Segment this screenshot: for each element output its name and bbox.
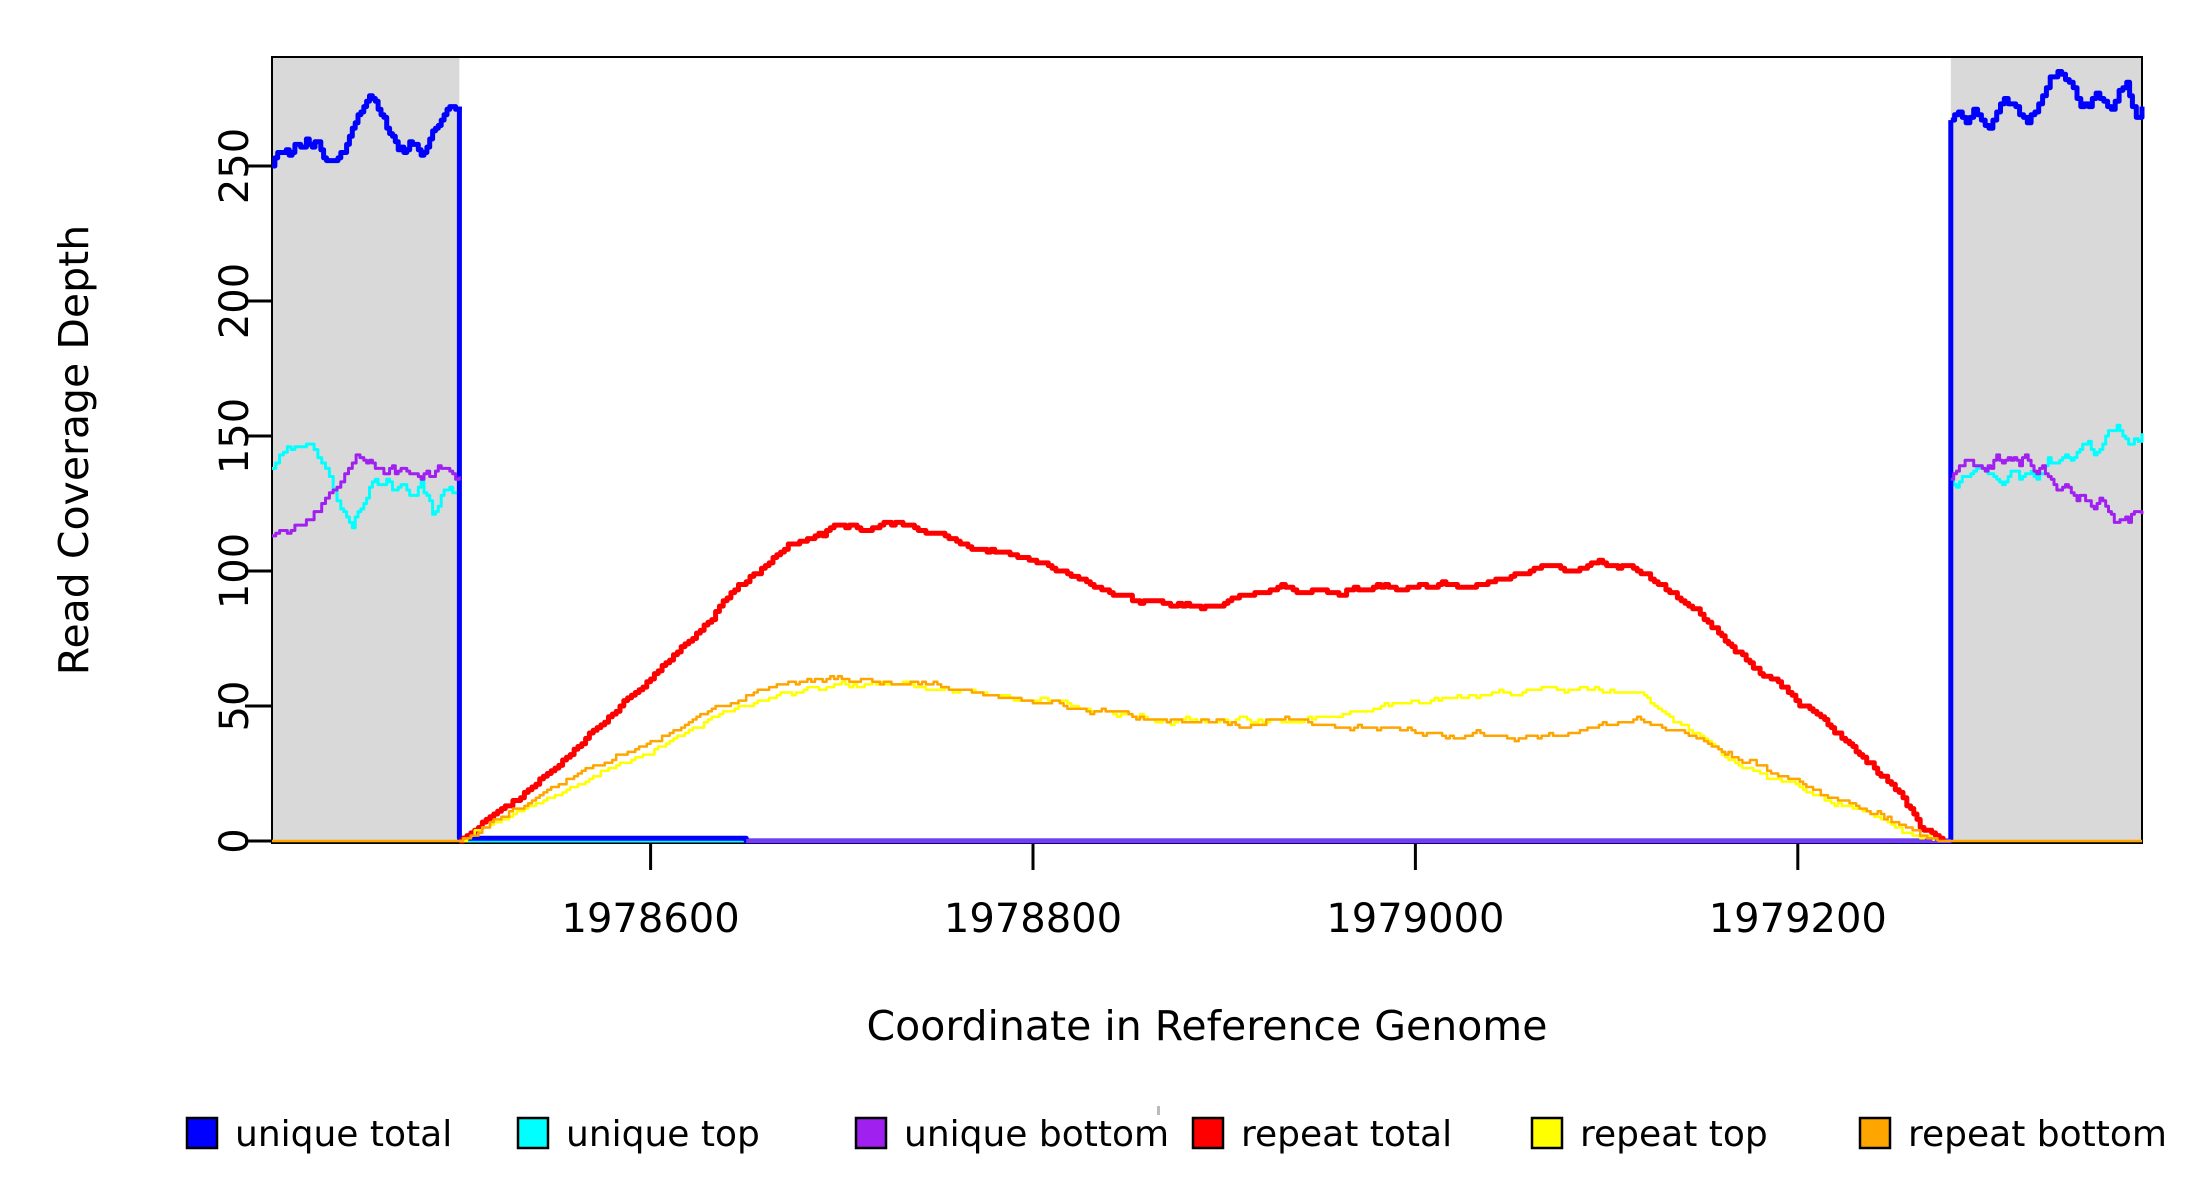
series-line — [459, 675, 1939, 843]
legend-label: unique top — [566, 1114, 760, 1155]
legend-swatch — [516, 1116, 550, 1150]
y-tick-label: 0 — [212, 828, 258, 853]
x-axis-title: Coordinate in Reference Genome — [867, 1002, 1548, 1050]
legend-swatch — [1858, 1116, 1892, 1150]
y-tick-label: 100 — [212, 533, 258, 609]
x-tick-label: 1979200 — [1709, 896, 1887, 942]
series-unique-bottom — [272, 453, 2144, 843]
legend-swatch — [854, 1116, 888, 1150]
y-axis-title: Read Coverage Depth — [50, 225, 98, 675]
series-line — [1950, 69, 2145, 131]
series-repeat-total — [459, 519, 1946, 844]
series-line — [459, 519, 1946, 844]
legend-item-unique-total: unique total — [185, 1114, 452, 1155]
x-tick-label: 1978800 — [944, 896, 1122, 942]
legend-label: unique bottom — [904, 1114, 1169, 1155]
series-line — [272, 453, 461, 538]
legend-item-repeat-total: repeat total — [1191, 1114, 1452, 1155]
legend-item-unique-top: unique top — [516, 1114, 760, 1155]
y-tick-label: 50 — [212, 681, 258, 732]
legend-label: repeat total — [1241, 1114, 1452, 1155]
legend-swatch — [1191, 1116, 1225, 1150]
x-tick-label: 1978600 — [562, 896, 740, 942]
legend-label: repeat bottom — [1908, 1114, 2167, 1155]
series-line — [272, 93, 462, 169]
legend-item-unique-bottom: unique bottom — [854, 1114, 1169, 1155]
masked-region-1 — [1950, 57, 2142, 843]
y-tick-label: 200 — [212, 263, 258, 339]
legend-swatch — [185, 1116, 219, 1150]
legend-item-repeat-top: repeat top — [1530, 1114, 1768, 1155]
series-repeat-bottom — [272, 675, 2142, 843]
legend-item-repeat-bottom: repeat bottom — [1858, 1114, 2167, 1155]
legend-label: repeat top — [1580, 1114, 1768, 1155]
series-line — [1950, 453, 2144, 524]
legend-swatch — [1530, 1116, 1564, 1150]
y-tick-label: 150 — [212, 398, 258, 474]
stray-mark — [1157, 1106, 1160, 1115]
series-line — [272, 442, 461, 530]
y-tick-label: 250 — [212, 128, 258, 204]
masked-region-0 — [272, 57, 460, 843]
x-tick-label: 1979000 — [1326, 896, 1504, 942]
legend-label: unique total — [235, 1114, 452, 1155]
